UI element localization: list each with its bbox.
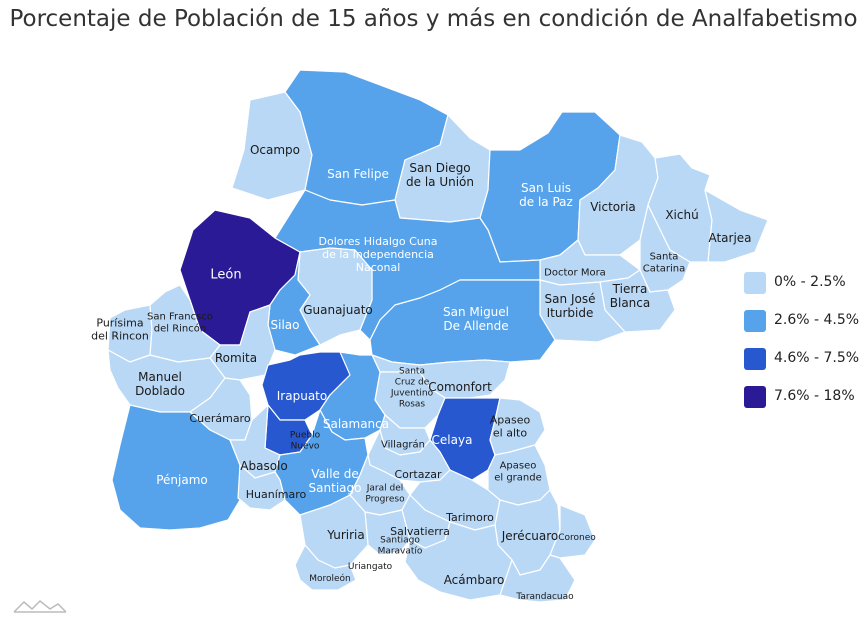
legend-swatch [744, 348, 766, 370]
municipio-penjamo[interactable] [111, 404, 241, 531]
mountains-logo-icon [13, 599, 67, 613]
municipio-huanimaro[interactable] [237, 464, 286, 511]
legend-item[interactable]: 4.6% - 7.5% [744, 346, 864, 370]
legend-item[interactable]: 2.6% - 4.5% [744, 308, 864, 332]
legend-swatch [744, 272, 766, 294]
municipios-layer [107, 69, 769, 603]
municipio-atarjea[interactable] [704, 189, 769, 263]
legend-swatch [744, 310, 766, 332]
legend-swatch [744, 386, 766, 408]
municipio-apaseo-el-grande[interactable] [487, 444, 551, 506]
municipio-salamanca[interactable] [319, 351, 386, 441]
municipio-apaseo-el-alto[interactable] [489, 397, 546, 456]
legend-label: 2.6% - 4.5% [774, 312, 860, 328]
legend-item[interactable]: 7.6% - 18% [744, 384, 864, 408]
municipio-salvatierra[interactable] [549, 504, 596, 559]
municipio-acambaro[interactable] [499, 554, 576, 603]
label-uriangato: Uriangato [348, 562, 393, 572]
legend-label: 7.6% - 18% [774, 388, 855, 404]
legend-label: 0% - 2.5% [774, 274, 846, 290]
municipio-uriangato[interactable] [294, 544, 357, 591]
legend-label: 4.6% - 7.5% [774, 350, 860, 366]
municipio-coroneo[interactable] [364, 509, 411, 556]
legend-item[interactable]: 0% - 2.5% [744, 270, 864, 294]
map-title: Porcentaje de Población de 15 años y más… [9, 6, 858, 32]
